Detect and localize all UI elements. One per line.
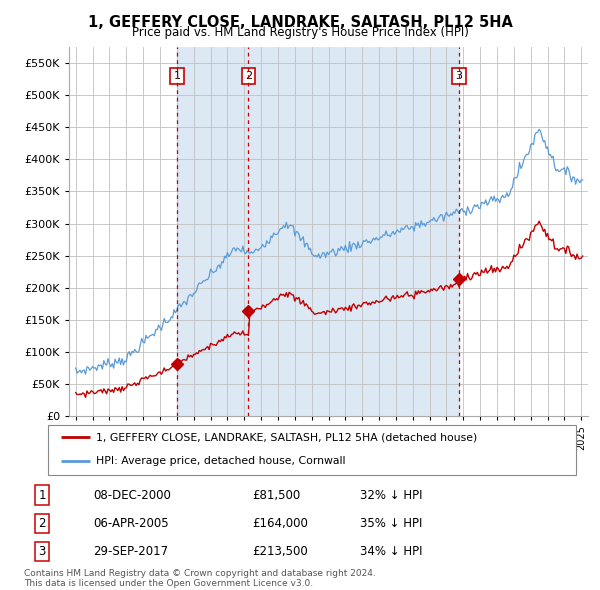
Text: 2: 2 <box>245 71 252 81</box>
Text: 29-SEP-2017: 29-SEP-2017 <box>93 545 168 558</box>
Text: 06-APR-2005: 06-APR-2005 <box>93 517 169 530</box>
Bar <box>177 47 459 416</box>
Text: 3: 3 <box>38 545 46 558</box>
Text: 32% ↓ HPI: 32% ↓ HPI <box>360 489 422 502</box>
Text: 1, GEFFERY CLOSE, LANDRAKE, SALTASH, PL12 5HA: 1, GEFFERY CLOSE, LANDRAKE, SALTASH, PL1… <box>88 15 512 30</box>
Text: 35% ↓ HPI: 35% ↓ HPI <box>360 517 422 530</box>
Text: £81,500: £81,500 <box>252 489 300 502</box>
FancyBboxPatch shape <box>48 425 576 475</box>
Text: 3: 3 <box>455 71 463 81</box>
Text: 34% ↓ HPI: 34% ↓ HPI <box>360 545 422 558</box>
Text: 1: 1 <box>38 489 46 502</box>
Text: £164,000: £164,000 <box>252 517 308 530</box>
Text: 1: 1 <box>173 71 181 81</box>
Text: HPI: Average price, detached house, Cornwall: HPI: Average price, detached house, Corn… <box>95 456 345 466</box>
Text: Price paid vs. HM Land Registry's House Price Index (HPI): Price paid vs. HM Land Registry's House … <box>131 26 469 39</box>
Text: 2: 2 <box>38 517 46 530</box>
Text: £213,500: £213,500 <box>252 545 308 558</box>
Text: 08-DEC-2000: 08-DEC-2000 <box>93 489 171 502</box>
Text: Contains HM Land Registry data © Crown copyright and database right 2024.
This d: Contains HM Land Registry data © Crown c… <box>24 569 376 588</box>
Text: 1, GEFFERY CLOSE, LANDRAKE, SALTASH, PL12 5HA (detached house): 1, GEFFERY CLOSE, LANDRAKE, SALTASH, PL1… <box>95 432 477 442</box>
